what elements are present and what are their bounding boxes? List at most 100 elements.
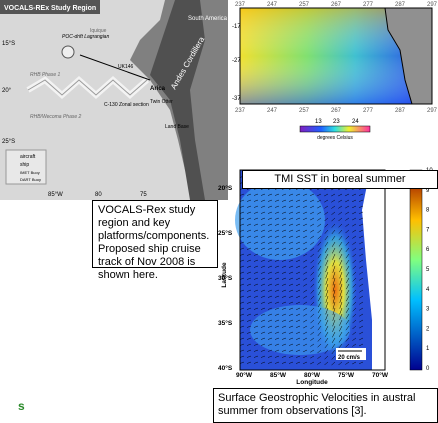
sst-map: 237 237 247 247 257 257 267 267 277 277 287 287 297 2… (232, 2, 438, 141)
velocity-arrow (317, 331, 322, 337)
velocity-arrow (317, 211, 322, 215)
velocity-arrow (246, 361, 252, 364)
velocity-arrow (338, 343, 343, 349)
velocity-arrow (352, 229, 357, 233)
velocity-arrow (352, 217, 357, 221)
velocity-arrow (317, 199, 322, 203)
velocity-arrow (352, 331, 357, 335)
velocity-arrow (332, 307, 336, 316)
velocity-arrow (324, 343, 329, 349)
velocity-arrow (310, 337, 315, 341)
velocity-arrow (239, 349, 245, 352)
velocity-arrow (359, 337, 364, 341)
velocity-arrow (303, 271, 308, 275)
velocity-arrow (239, 331, 245, 334)
velocity-arrow (310, 307, 315, 312)
velocity-arrow (281, 307, 287, 310)
velocity-arrow (246, 241, 252, 244)
velocity-arrow (324, 361, 329, 366)
velocity-arrow (358, 193, 364, 196)
velocity-arrow (253, 313, 259, 316)
velocity-arrow (274, 199, 280, 202)
velocity-arrow (359, 241, 364, 245)
velocity-arrow (359, 265, 364, 269)
velocity-arrow (325, 277, 329, 285)
velocity-arrow (267, 331, 273, 334)
velocity-arrow (253, 307, 259, 310)
velocity-arrow (295, 355, 301, 358)
x-tick-label: 75°W (338, 371, 355, 379)
velocity-arrow (324, 337, 329, 343)
velocity-arrow (239, 295, 245, 298)
velocity-arrow (302, 205, 308, 208)
velocity-arrow (303, 247, 308, 251)
velocity-arrow (260, 295, 266, 298)
velocity-arrow (352, 277, 357, 282)
velocity-arrow (302, 223, 308, 227)
velocity-arrow (239, 241, 245, 244)
velocity-arrow (239, 307, 245, 310)
colorbar-tick: 23 (333, 119, 340, 125)
velocity-arrow (267, 235, 273, 238)
velocity-arrow (338, 337, 343, 343)
velocity-arrow (339, 313, 343, 321)
velocity-arrow (239, 289, 245, 292)
velocity-arrow (345, 229, 350, 234)
velocity-arrow (246, 199, 252, 202)
velocity-arrow (352, 241, 357, 245)
scale-label: 20 cm/s (338, 355, 361, 361)
velocity-arrow (253, 247, 259, 250)
velocity-arrow (267, 277, 273, 280)
velocity-arrow (267, 301, 273, 304)
velocity-arrow (246, 283, 252, 286)
velocity-arrow (338, 247, 343, 254)
velocity-arrow (345, 205, 350, 209)
velocity-arrow (253, 277, 259, 280)
velocity-arrow (295, 211, 301, 214)
velocity-arrow (359, 307, 364, 311)
velocity-map: 20 cm/s 20°S 25°S 30°S 35°S 40°S 90°W 85°W 80°… (218, 168, 433, 386)
velocity-arrow (260, 193, 266, 196)
place-label: C-130 Zonal section (104, 102, 149, 108)
velocity-arrow (288, 277, 294, 280)
velocity-arrow (281, 361, 287, 364)
velocity-arrow (317, 361, 322, 365)
velocity-arrow (359, 289, 364, 293)
velocity-arrow (325, 259, 329, 266)
velocity-arrow (260, 307, 266, 310)
velocity-arrow (345, 217, 350, 221)
velocity-arrow (281, 193, 287, 196)
velocity-arrow (332, 277, 336, 286)
velocity-arrow (345, 247, 350, 253)
lon-label: 80 (95, 192, 102, 198)
velocity-arrow (288, 355, 294, 358)
velocity-arrow (246, 217, 252, 220)
velocity-arrow (317, 355, 322, 359)
velocity-arrow (325, 283, 329, 291)
velocity-arrow (239, 283, 245, 286)
velocity-arrow (281, 235, 287, 238)
colorbar-tick: 1 (426, 346, 430, 352)
y-axis-label: Latitude (221, 262, 228, 288)
velocity-arrow (318, 289, 322, 296)
velocity-arrow (260, 289, 266, 292)
velocity-arrow (274, 307, 280, 310)
x-tick-label: 237 (235, 2, 246, 8)
velocity-arrow (332, 319, 336, 327)
velocity-arrow (246, 229, 252, 232)
y-tick-label: 40°S (218, 364, 233, 372)
velocity-arrow (331, 205, 336, 209)
velocity-arrow (281, 259, 287, 262)
velocity-arrow (295, 241, 301, 244)
velocity-arrow (260, 301, 266, 304)
velocity-arrow (332, 313, 336, 321)
velocity-arrow (246, 343, 252, 346)
colorbar (299, 125, 371, 133)
velocity-arrow (359, 277, 364, 281)
velocity-arrow (267, 199, 273, 202)
velocity-arrow (260, 253, 266, 256)
velocity-arrow (267, 319, 273, 322)
velocity-arrow (325, 325, 329, 332)
velocity-arrow (324, 217, 329, 222)
velocity-arrow (274, 361, 280, 364)
